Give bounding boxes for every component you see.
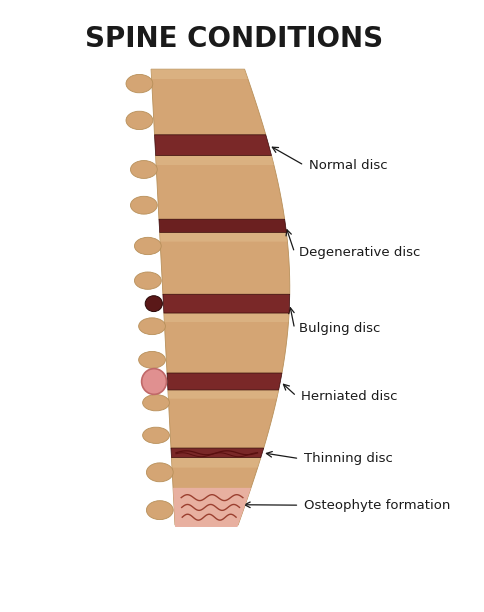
Polygon shape	[155, 155, 285, 219]
Ellipse shape	[138, 256, 159, 271]
Ellipse shape	[147, 501, 173, 520]
Ellipse shape	[126, 111, 153, 130]
Ellipse shape	[145, 296, 163, 312]
Ellipse shape	[143, 427, 169, 444]
Polygon shape	[160, 233, 287, 242]
Polygon shape	[168, 390, 279, 398]
Ellipse shape	[131, 160, 157, 179]
Ellipse shape	[138, 318, 166, 335]
Ellipse shape	[143, 395, 169, 411]
Text: Degenerative disc: Degenerative disc	[300, 246, 421, 259]
Ellipse shape	[142, 335, 163, 351]
Ellipse shape	[130, 94, 151, 110]
Polygon shape	[159, 219, 287, 233]
Polygon shape	[151, 69, 266, 135]
Polygon shape	[154, 135, 272, 155]
Text: Osteophyte formation: Osteophyte formation	[304, 499, 451, 512]
Ellipse shape	[134, 179, 155, 195]
Polygon shape	[167, 373, 282, 390]
Text: Bulging disc: Bulging disc	[300, 323, 381, 335]
Text: Thinning disc: Thinning disc	[304, 452, 393, 465]
Ellipse shape	[150, 483, 171, 499]
Polygon shape	[171, 457, 261, 468]
Ellipse shape	[126, 75, 153, 93]
Polygon shape	[173, 488, 251, 527]
Ellipse shape	[131, 196, 157, 214]
Text: Normal disc: Normal disc	[309, 159, 388, 172]
Ellipse shape	[147, 463, 173, 482]
Ellipse shape	[135, 237, 161, 255]
Polygon shape	[171, 457, 261, 525]
Polygon shape	[155, 155, 274, 165]
Ellipse shape	[135, 272, 161, 289]
Polygon shape	[160, 233, 290, 294]
Ellipse shape	[142, 368, 166, 394]
Ellipse shape	[138, 351, 166, 368]
Polygon shape	[164, 313, 289, 373]
Text: SPINE CONDITIONS: SPINE CONDITIONS	[85, 24, 383, 53]
Polygon shape	[171, 448, 264, 457]
Polygon shape	[163, 294, 290, 313]
Ellipse shape	[146, 412, 167, 427]
Polygon shape	[151, 69, 248, 79]
Polygon shape	[168, 390, 279, 448]
Polygon shape	[164, 313, 289, 322]
Text: Herniated disc: Herniated disc	[301, 390, 398, 403]
